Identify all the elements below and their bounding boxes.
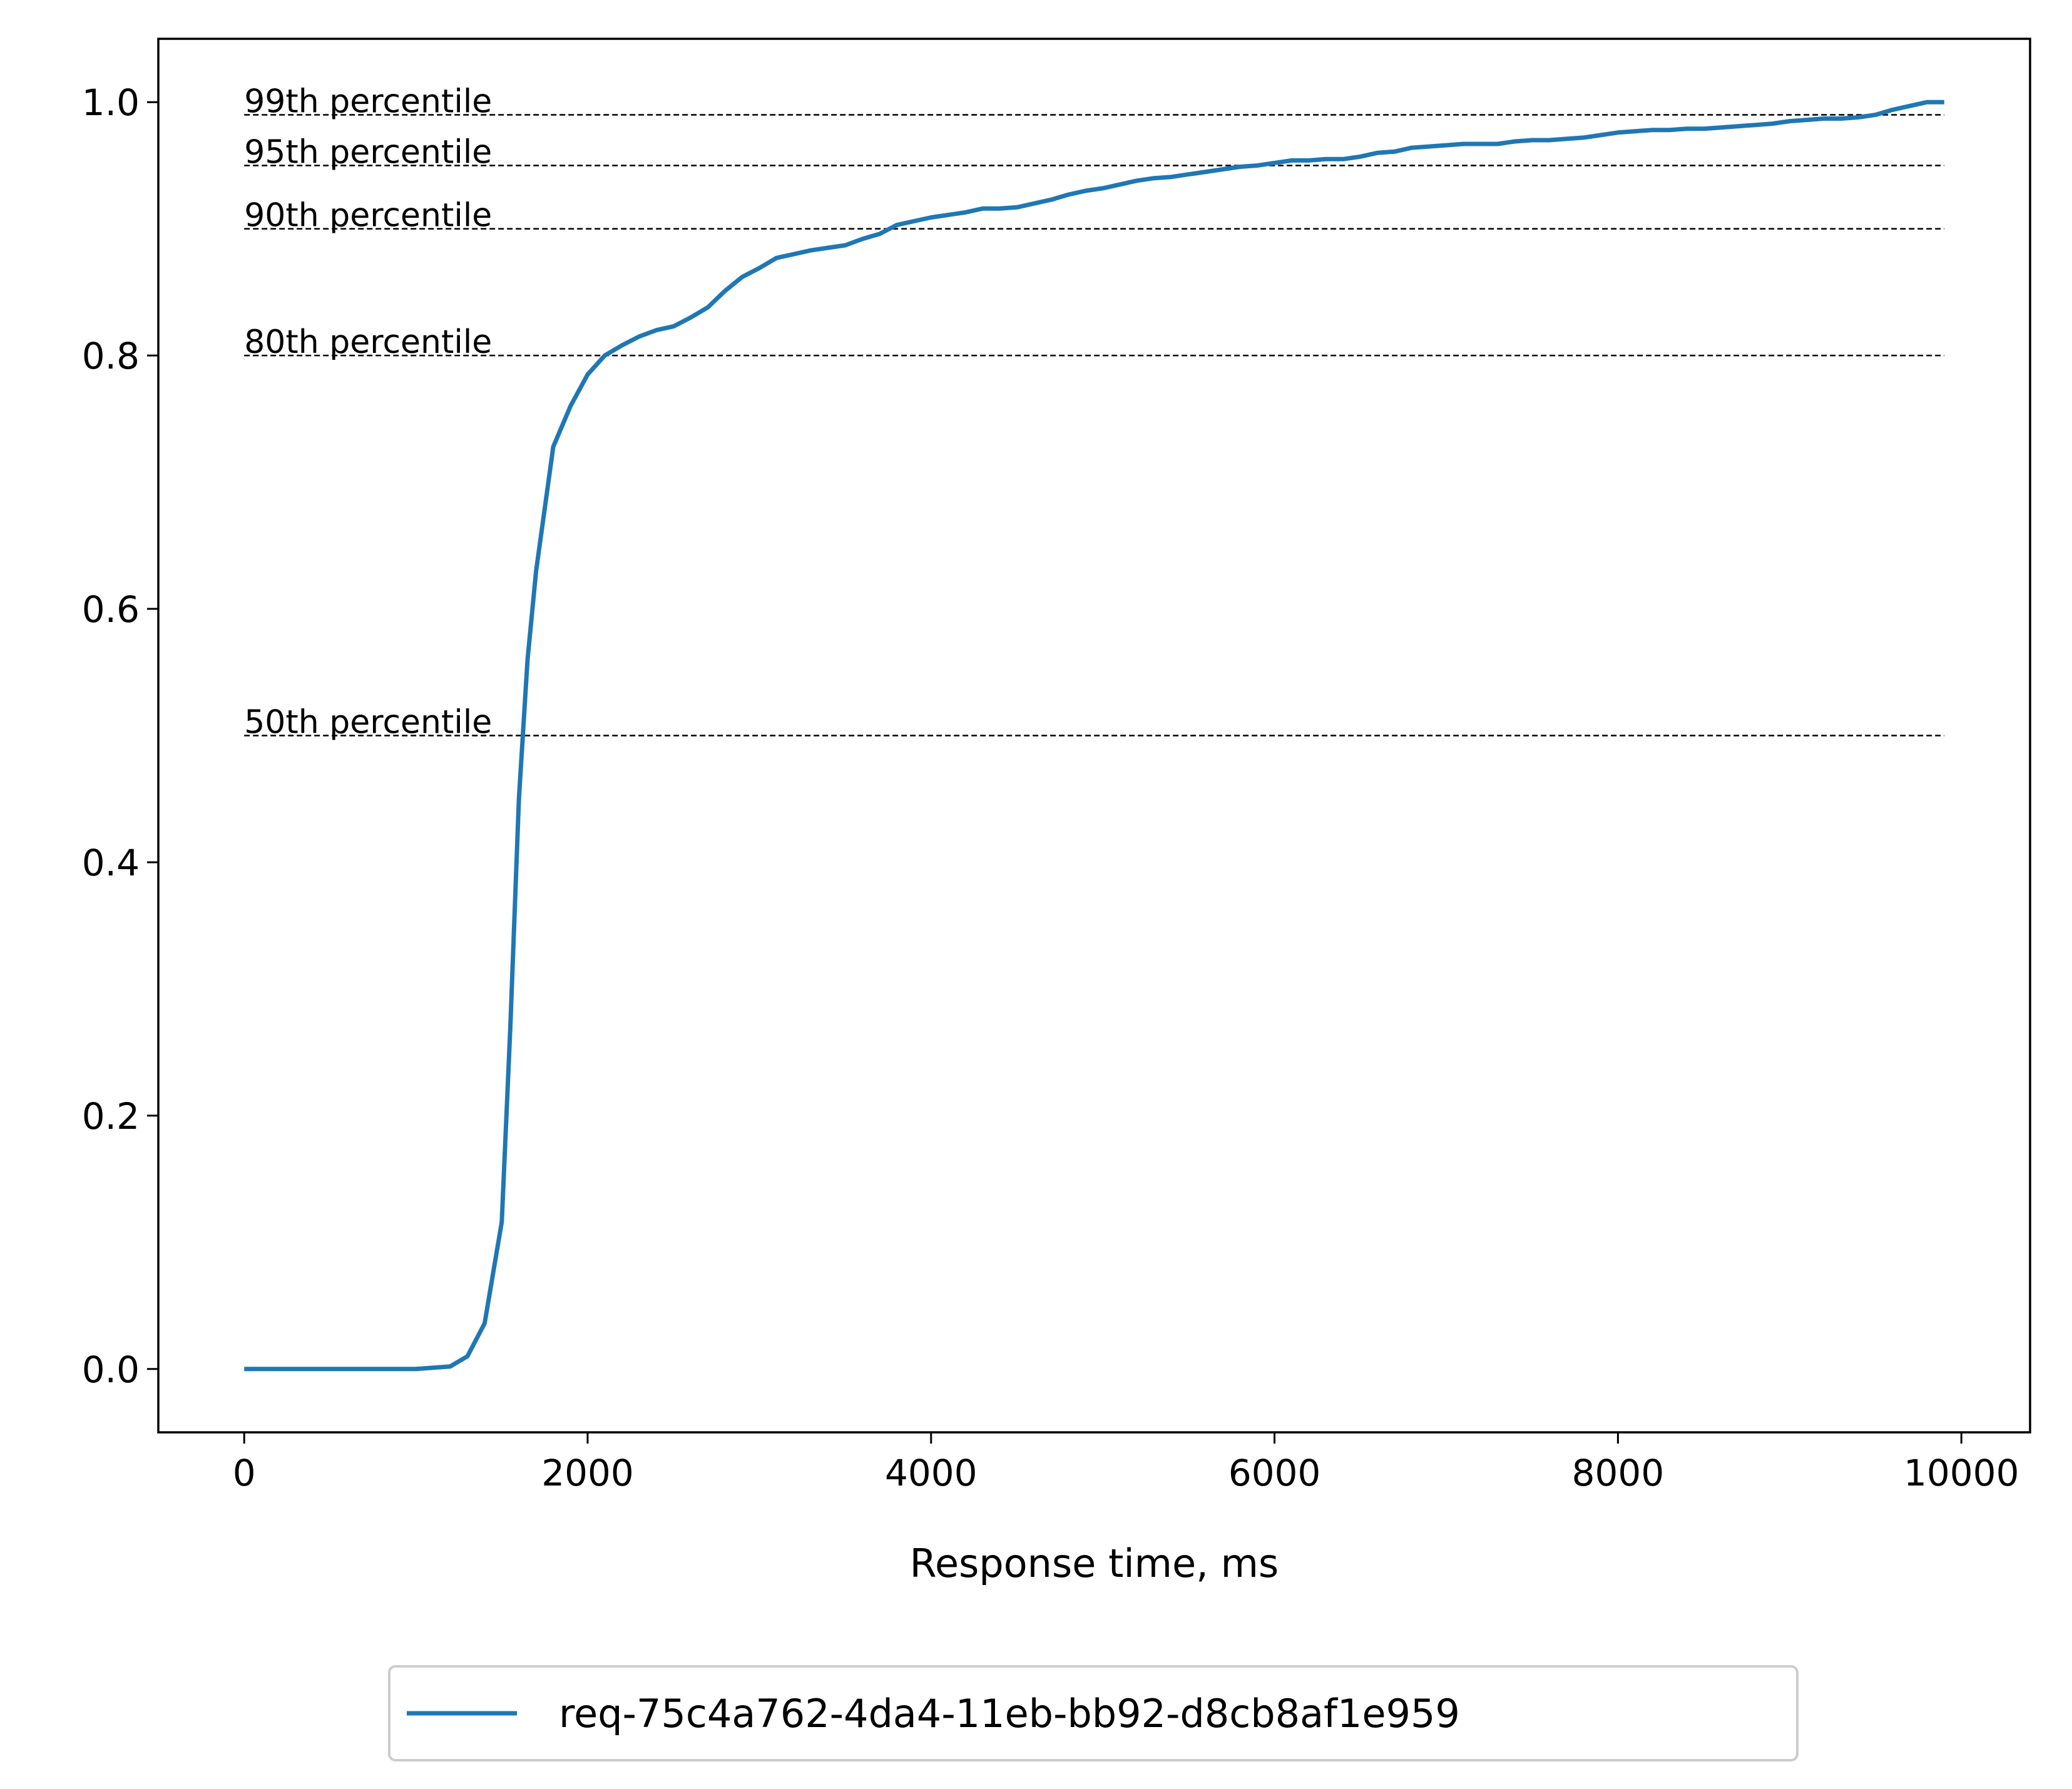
y-tick-label: 0.4 — [82, 842, 140, 884]
percentile-label: 80th percentile — [244, 324, 492, 361]
y-tick-label: 0.6 — [82, 588, 140, 631]
percentile-label: 99th percentile — [244, 83, 492, 120]
axes: 0 2000 4000 6000 8000 10000 0.0 0.2 0.4 0.6 0.8 1.0 — [82, 38, 2031, 1494]
percentile-label: 95th percentile — [244, 133, 492, 171]
y-tick-label: 0.8 — [82, 335, 140, 377]
plot-area: 99th percentile 95th percentile 90th perce… — [244, 83, 1944, 1372]
x-tick-label: 4000 — [885, 1452, 977, 1494]
percentile-label: 90th percentile — [244, 197, 492, 235]
legend: req-75c4a762-4da4-11eb-bb92-d8cb8af1e959 — [388, 1665, 1799, 1761]
x-tick-label: 8000 — [1572, 1452, 1665, 1494]
x-tick-label: 10000 — [1904, 1452, 2019, 1494]
y-tick-label: 0.0 — [82, 1348, 140, 1391]
y-tick-label: 1.0 — [82, 81, 140, 124]
legend-box — [388, 1665, 1799, 1761]
y-tick-label: 0.2 — [82, 1095, 140, 1138]
x-tick-label: 0 — [233, 1452, 256, 1494]
x-axis-label: Response time, ms — [910, 1541, 1279, 1586]
series-line — [244, 99, 1944, 1372]
plot-frame — [157, 38, 2031, 1434]
percentile-label: 50th percentile — [244, 704, 492, 742]
x-tick-label: 2000 — [541, 1452, 634, 1494]
legend-label: req-75c4a762-4da4-11eb-bb92-d8cb8af1e959 — [559, 1691, 1460, 1736]
x-tick-label: 6000 — [1228, 1452, 1321, 1494]
